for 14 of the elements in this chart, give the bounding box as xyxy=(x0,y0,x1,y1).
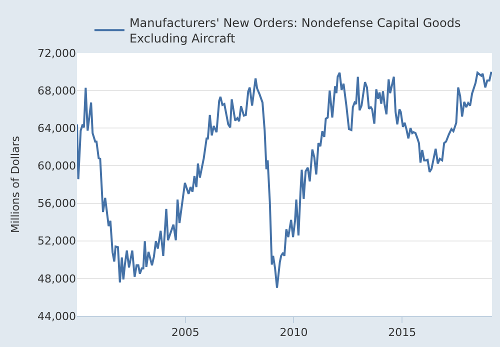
y-tick-label: 68,000 xyxy=(38,84,76,98)
legend-label: Manufacturers' New Orders: Nondefense Capital Goods Excluding Aircraft xyxy=(129,16,461,46)
y-tick-label: 64,000 xyxy=(38,122,76,135)
y-tick-label: 44,000 xyxy=(38,310,76,323)
x-tick-label: 2015 xyxy=(388,326,416,340)
y-tick-label: 60,000 xyxy=(38,160,76,173)
y-tick-label: 56,000 xyxy=(38,197,76,210)
y-tick-label: 52,000 xyxy=(38,234,76,248)
y-tick-label: 72,000 xyxy=(38,46,76,60)
line-series xyxy=(77,70,492,289)
x-tick-label: 2005 xyxy=(171,326,200,340)
y-axis-title: Millions of Dollars xyxy=(9,136,22,234)
y-tick-label: 48,000 xyxy=(38,272,76,286)
x-tick-label: 2010 xyxy=(280,326,308,340)
